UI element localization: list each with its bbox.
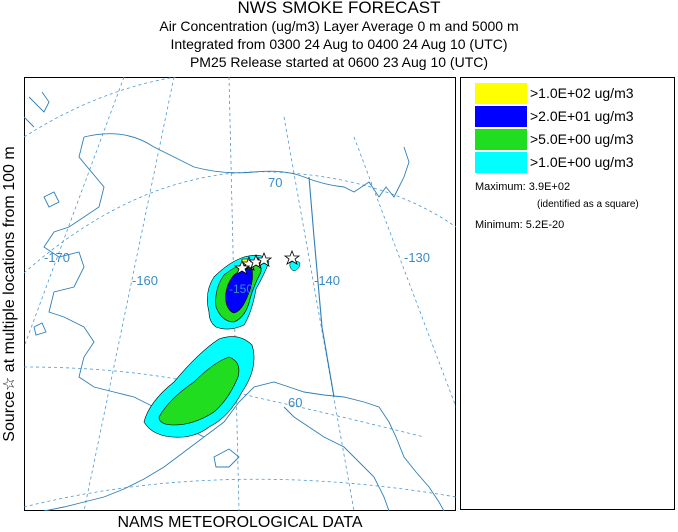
legend-swatch-yellow — [475, 83, 527, 104]
label-lat-60: 60 — [288, 395, 302, 410]
grid-labels: -170 -160 -150 -140 -130 70 60 — [44, 175, 430, 410]
legend-maximum: Maximum: 3.9E+02 — [475, 181, 571, 193]
label-lon-160: -160 — [132, 273, 158, 288]
plume-south-green — [158, 356, 240, 426]
legend-swatch-blue — [475, 106, 527, 127]
lat-55-line — [24, 478, 456, 508]
legend-max-note: (identified as a square) — [537, 199, 639, 210]
legend-item: >2.0E+01 ug/m3 — [475, 106, 665, 128]
legend-minimum: Minimum: 5.2E-20 — [475, 219, 565, 231]
label-lon-130: -130 — [404, 250, 430, 265]
label-lon-150: -150 — [229, 282, 253, 296]
legend: >1.0E+02 ug/m3 >2.0E+01 ug/m3 >5.0E+00 u… — [460, 77, 675, 510]
legend-item: >5.0E+00 ug/m3 — [475, 129, 665, 151]
legend-label: >5.0E+00 ug/m3 — [530, 131, 634, 147]
subtitle-concentration: Air Concentration (ug/m3) Layer Average … — [159, 18, 519, 34]
legend-label: >2.0E+01 ug/m3 — [530, 108, 634, 124]
legend-label: >1.0E+00 ug/m3 — [530, 154, 634, 170]
lon-130-line — [353, 136, 456, 408]
coast-panhandle — [283, 406, 390, 511]
source-markers — [233, 249, 301, 275]
lon-140-line — [283, 116, 355, 511]
legend-item: >1.0E+00 ug/m3 — [475, 152, 665, 174]
subtitle-release: PM25 Release started at 0600 23 Aug 10 (… — [189, 54, 489, 70]
label-lon-140: -140 — [314, 273, 340, 288]
map-title: NWS SMOKE FORECAST — [237, 0, 441, 17]
lat-75-line — [24, 77, 178, 138]
source-label: Source☆ at multiple locations from 100 m — [1, 146, 18, 442]
source-star — [255, 251, 273, 267]
label-lon-170: -170 — [44, 250, 70, 265]
coast-peninsula — [43, 436, 205, 511]
smoke-plumes — [143, 255, 301, 438]
source-star — [283, 249, 301, 265]
lat-65-line — [24, 171, 456, 274]
legend-swatch-cyan — [475, 152, 527, 173]
plume-north-blue — [225, 268, 253, 314]
met-data-label: NAMS METEOROLOGICAL DATA — [117, 514, 363, 531]
border-canada — [308, 176, 335, 398]
coast-south — [203, 381, 445, 511]
legend-swatch-green — [475, 129, 527, 150]
coast-west — [43, 136, 205, 438]
coastline — [24, 91, 445, 511]
legend-item: >1.0E+02 ug/m3 — [475, 83, 665, 105]
lat-60-line — [24, 366, 425, 438]
legend-label: >1.0E+02 ug/m3 — [530, 85, 634, 101]
label-lat-70: 70 — [268, 175, 282, 190]
latitude-grid — [24, 77, 456, 508]
subtitle-integration: Integrated from 0300 24 Aug to 0400 24 A… — [170, 36, 508, 52]
source-star — [233, 259, 251, 275]
coast-siberia — [24, 91, 50, 128]
smoke-map: -170 -160 -150 -140 -130 70 60 — [24, 77, 456, 511]
coast-islands — [33, 191, 60, 336]
coast-kodiak — [213, 448, 240, 468]
coast-arctic — [83, 133, 410, 198]
